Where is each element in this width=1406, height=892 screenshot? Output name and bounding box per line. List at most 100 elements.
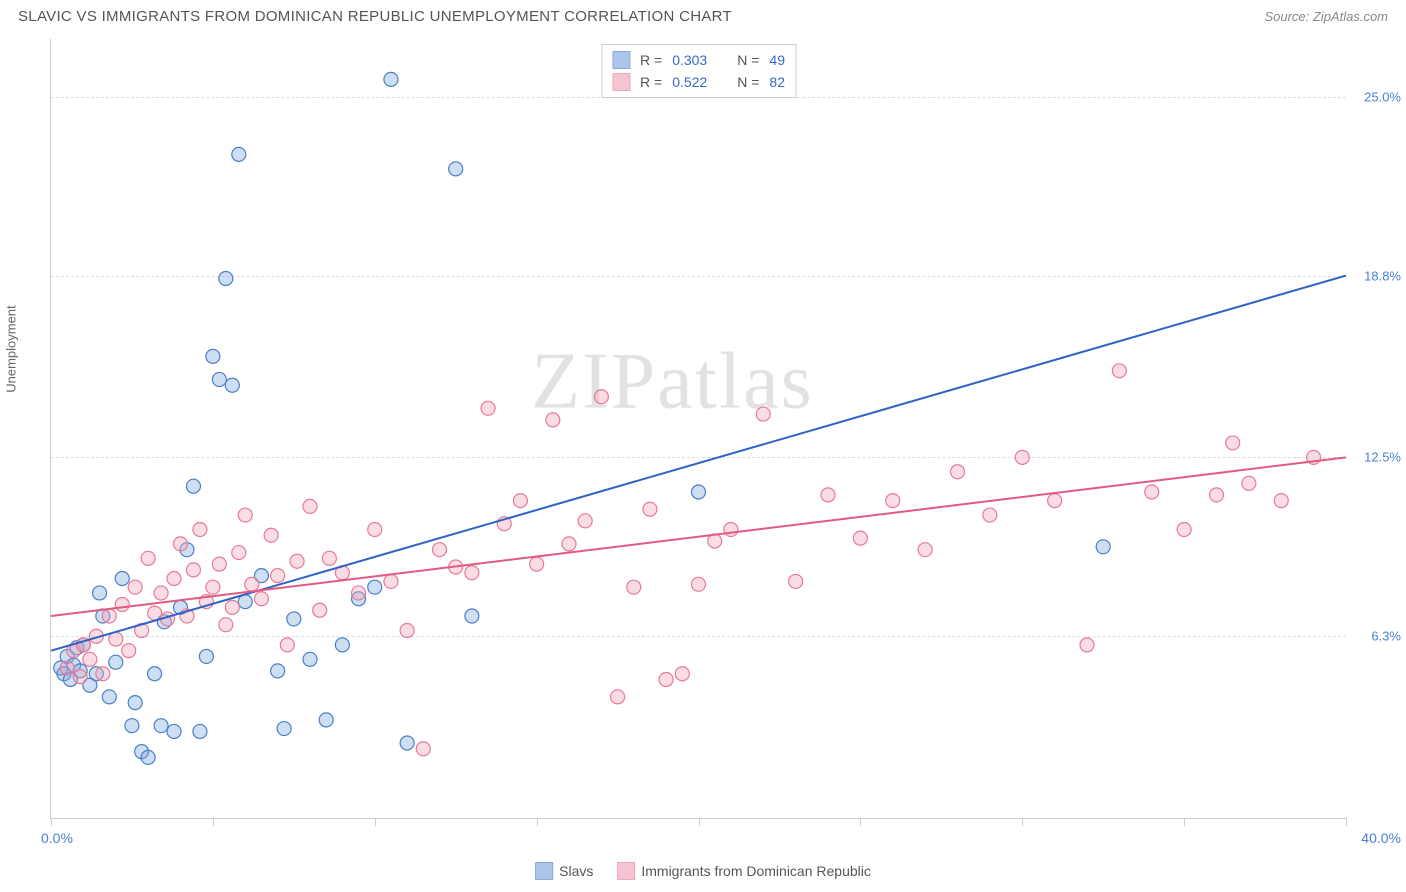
legend-swatch-icon (617, 862, 635, 880)
y-tick-label: 25.0% (1364, 89, 1401, 104)
data-point-slavs (225, 378, 239, 392)
x-tick (51, 818, 52, 826)
data-point-slavs (319, 713, 333, 727)
data-point-dominican (280, 638, 294, 652)
data-point-dominican (983, 508, 997, 522)
source-label: Source: ZipAtlas.com (1264, 9, 1388, 24)
data-point-dominican (594, 390, 608, 404)
data-point-dominican (186, 563, 200, 577)
data-point-dominican (886, 494, 900, 508)
data-point-slavs (692, 485, 706, 499)
data-point-slavs (271, 664, 285, 678)
x-tick (1184, 818, 1185, 826)
x-tick (1022, 818, 1023, 826)
data-point-dominican (481, 401, 495, 415)
regression-line-dominican (51, 457, 1346, 616)
data-point-slavs (141, 750, 155, 764)
data-point-slavs (335, 638, 349, 652)
data-point-dominican (271, 569, 285, 583)
data-point-dominican (141, 551, 155, 565)
data-point-slavs (206, 349, 220, 363)
data-point-dominican (1210, 488, 1224, 502)
data-point-dominican (1242, 476, 1256, 490)
x-tick (860, 818, 861, 826)
data-point-dominican (96, 667, 110, 681)
data-point-dominican (245, 577, 259, 591)
legend-r-value: 0.522 (672, 74, 707, 90)
data-point-dominican (122, 644, 136, 658)
data-point-slavs (287, 612, 301, 626)
bottom-legend-label: Slavs (559, 863, 593, 879)
data-point-dominican (83, 652, 97, 666)
data-point-dominican (659, 673, 673, 687)
data-point-slavs (93, 586, 107, 600)
legend-swatch-icon (612, 73, 630, 91)
data-point-slavs (303, 652, 317, 666)
data-point-slavs (1096, 540, 1110, 554)
legend-r-value: 0.303 (672, 52, 707, 68)
bottom-legend-label: Immigrants from Dominican Republic (641, 863, 871, 879)
data-point-slavs (193, 724, 207, 738)
legend-n-value: 49 (769, 52, 785, 68)
data-point-slavs (449, 162, 463, 176)
data-point-slavs (115, 572, 129, 586)
data-point-slavs (199, 649, 213, 663)
data-point-dominican (154, 586, 168, 600)
bottom-legend: Slavs Immigrants from Dominican Republic (535, 862, 871, 880)
x-tick (213, 818, 214, 826)
data-point-dominican (322, 551, 336, 565)
data-point-dominican (643, 502, 657, 516)
legend-n-label: N = (737, 52, 759, 68)
legend-r-label: R = (640, 74, 662, 90)
x-tick (1346, 818, 1347, 826)
data-point-dominican (821, 488, 835, 502)
data-point-dominican (562, 537, 576, 551)
data-point-dominican (368, 522, 382, 536)
data-point-dominican (756, 407, 770, 421)
data-point-dominican (115, 597, 129, 611)
data-point-dominican (290, 554, 304, 568)
data-point-dominican (578, 514, 592, 528)
y-tick-label: 12.5% (1364, 450, 1401, 465)
data-point-slavs (277, 722, 291, 736)
data-point-dominican (918, 543, 932, 557)
data-point-dominican (238, 508, 252, 522)
y-tick-label: 6.3% (1371, 629, 1401, 644)
data-point-dominican (416, 742, 430, 756)
data-point-dominican (1177, 522, 1191, 536)
data-point-dominican (254, 592, 268, 606)
data-point-dominican (128, 580, 142, 594)
data-point-dominican (303, 499, 317, 513)
data-point-dominican (530, 557, 544, 571)
x-axis-min: 0.0% (41, 830, 73, 846)
data-point-slavs (148, 667, 162, 681)
data-point-slavs (212, 372, 226, 386)
data-point-dominican (546, 413, 560, 427)
x-axis-max: 40.0% (1361, 830, 1401, 846)
data-point-slavs (400, 736, 414, 750)
regression-line-slavs (51, 276, 1346, 651)
data-point-slavs (465, 609, 479, 623)
x-tick (699, 818, 700, 826)
legend-row-slavs: R = 0.303 N = 49 (612, 49, 785, 71)
data-point-dominican (724, 522, 738, 536)
y-tick-label: 18.8% (1364, 268, 1401, 283)
data-point-dominican (148, 606, 162, 620)
data-point-dominican (853, 531, 867, 545)
legend-swatch-icon (535, 862, 553, 880)
data-point-dominican (352, 586, 366, 600)
legend-top: R = 0.303 N = 49 R = 0.522 N = 82 (601, 44, 796, 98)
data-point-dominican (433, 543, 447, 557)
data-point-slavs (128, 696, 142, 710)
data-point-slavs (186, 479, 200, 493)
data-point-dominican (611, 690, 625, 704)
legend-r-label: R = (640, 52, 662, 68)
data-point-slavs (167, 724, 181, 738)
x-tick (375, 818, 376, 826)
data-point-dominican (212, 557, 226, 571)
data-point-dominican (513, 494, 527, 508)
data-point-dominican (1015, 450, 1029, 464)
y-axis-label: Unemployment (4, 305, 19, 392)
data-point-dominican (789, 574, 803, 588)
data-point-dominican (225, 600, 239, 614)
